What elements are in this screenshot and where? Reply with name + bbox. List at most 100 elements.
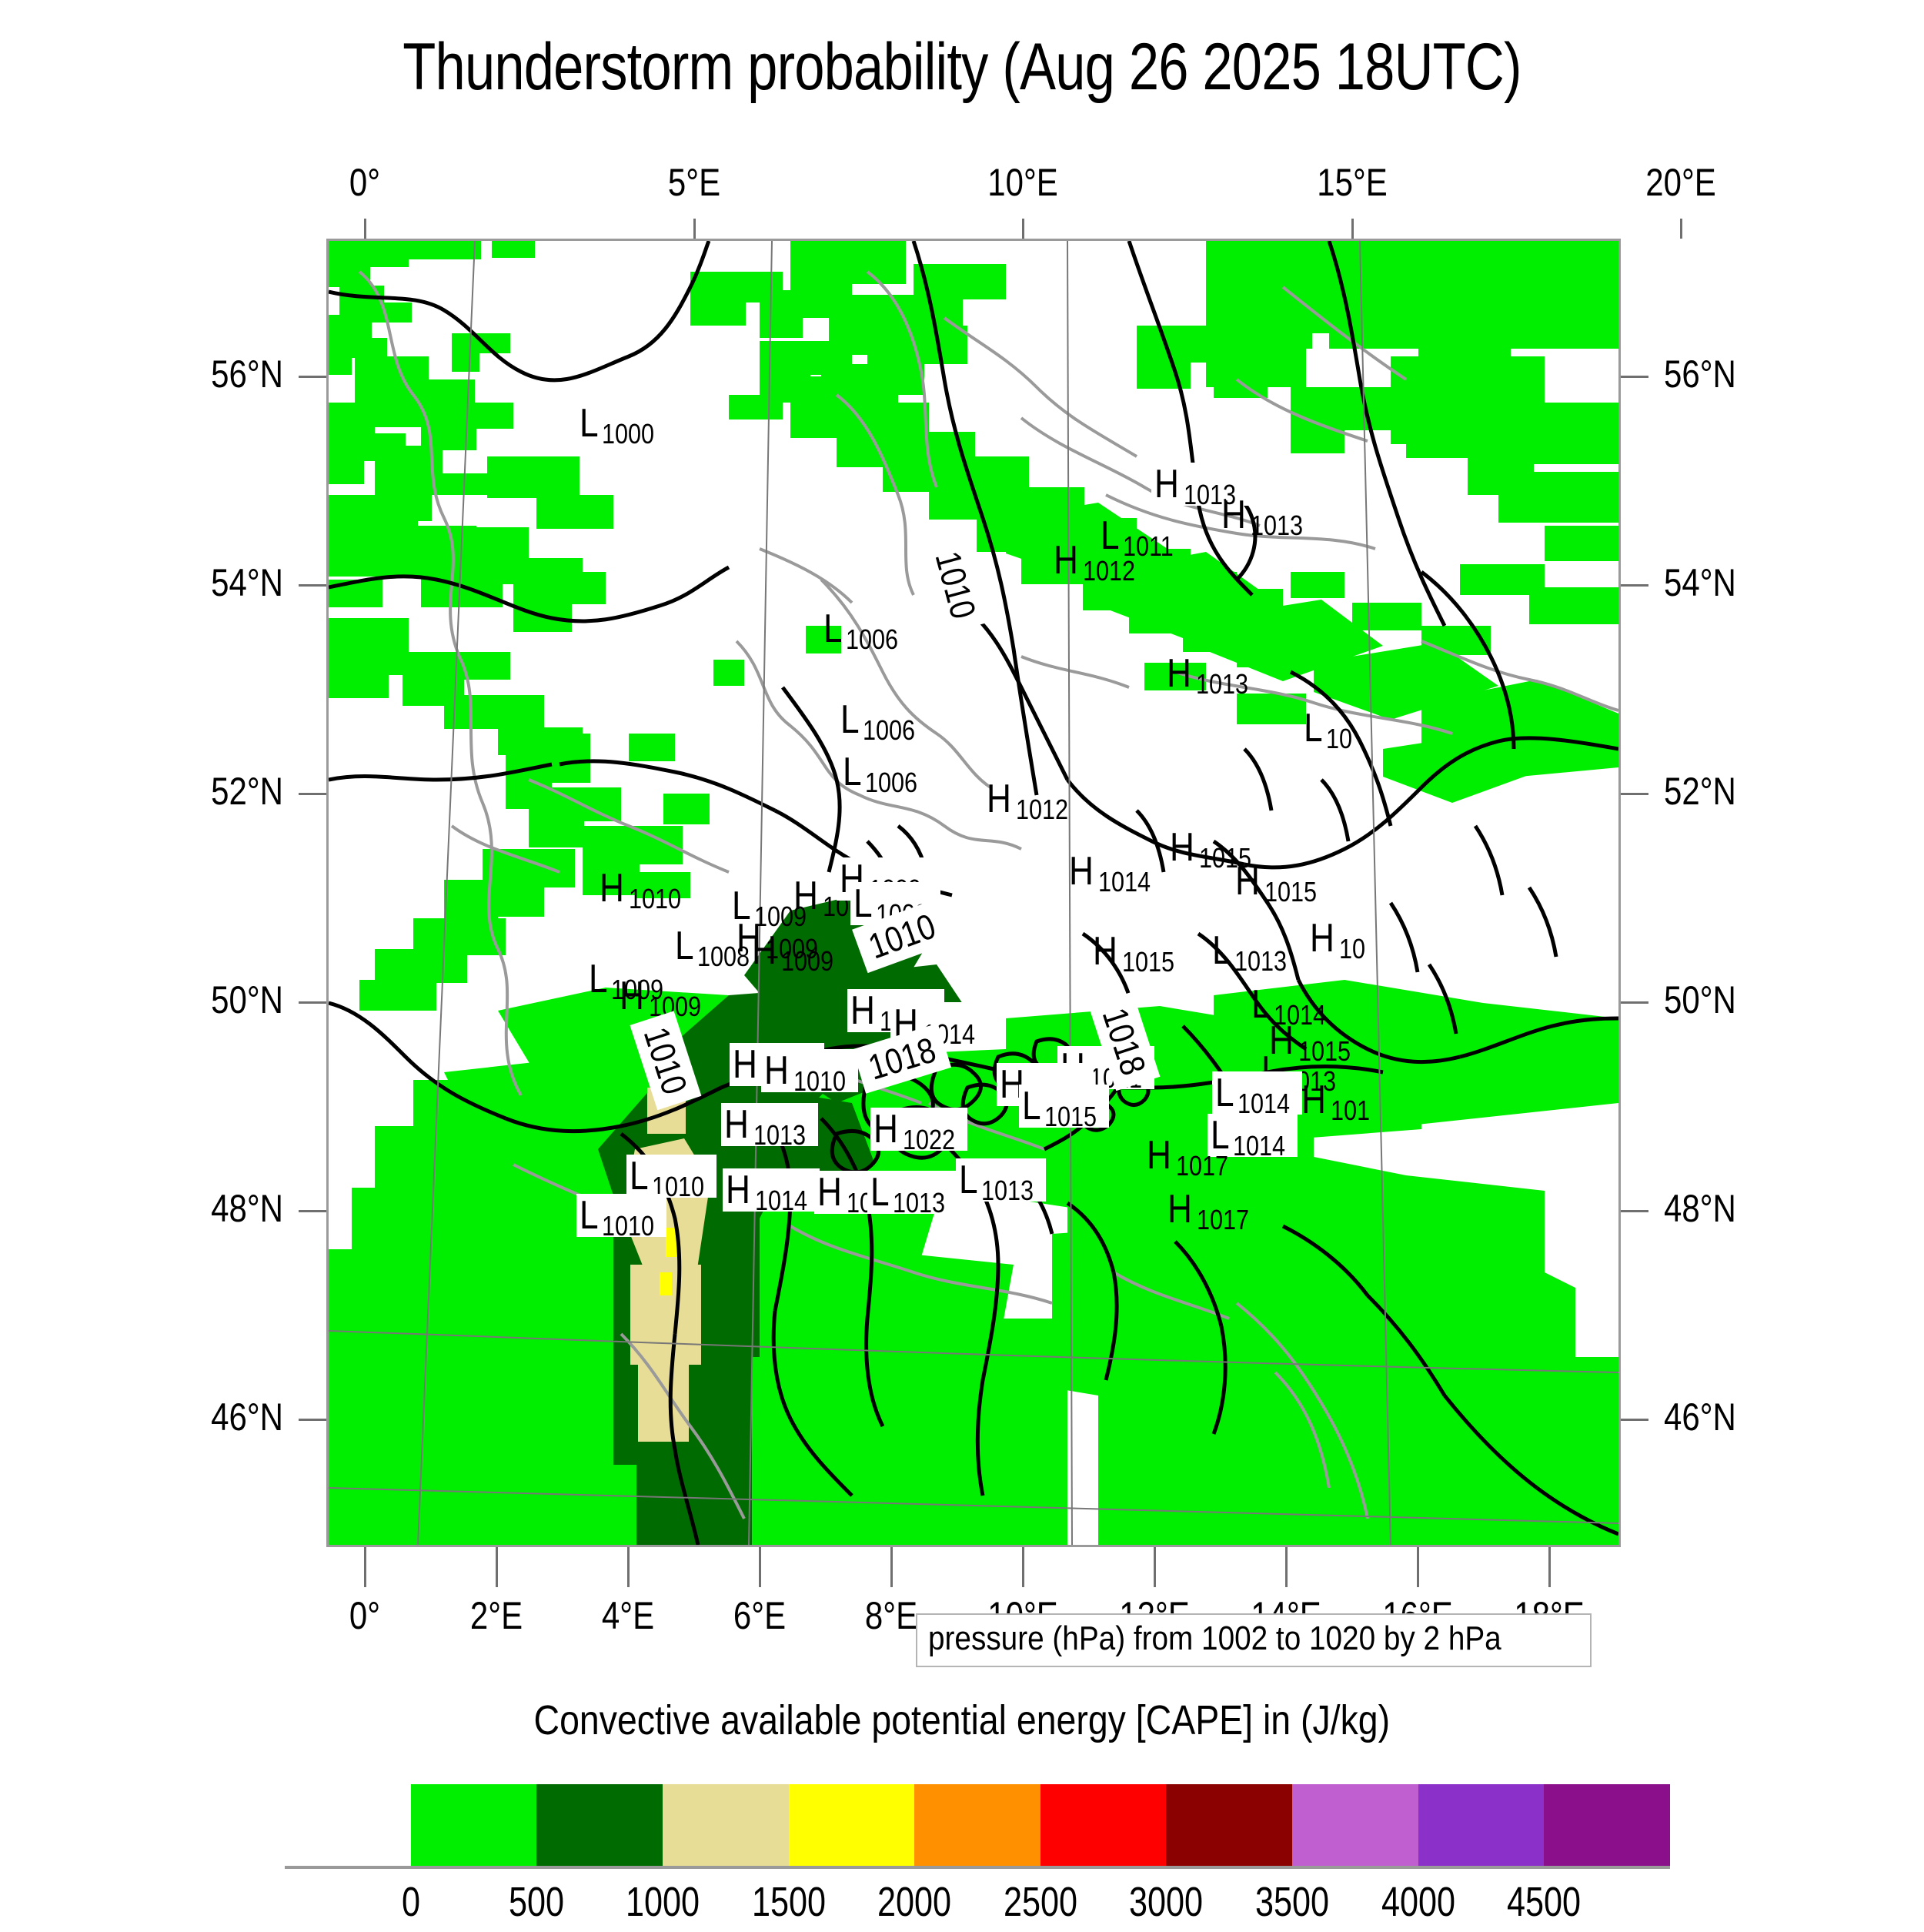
high-pressure-marker: H 1017 bbox=[1167, 1189, 1258, 1234]
axis-tick-right bbox=[1621, 1001, 1648, 1004]
axis-tick-left bbox=[299, 1419, 326, 1422]
low-pressure-marker: L 1014 bbox=[1251, 984, 1335, 1029]
pressure-marker-value: 10 bbox=[1338, 933, 1365, 964]
pressure-marker-type: H bbox=[1147, 1133, 1171, 1178]
pressure-marker-type: L bbox=[1022, 1084, 1041, 1128]
pressure-marker-value: 1010 bbox=[601, 1210, 655, 1242]
pressure-marker-type: L bbox=[959, 1158, 978, 1202]
high-pressure-marker: H 1015 bbox=[1093, 931, 1184, 976]
low-pressure-marker: L 1006 bbox=[843, 752, 927, 797]
axis-tick-right bbox=[1621, 584, 1648, 587]
pressure-marker-type: H bbox=[1269, 1018, 1294, 1063]
axis-tick-top bbox=[1680, 219, 1683, 239]
pressure-interval-text: pressure (hPa) from 1002 to 1020 by 2 hP… bbox=[928, 1619, 1501, 1657]
low-pressure-marker: L 1014 bbox=[1212, 1071, 1303, 1118]
colorbar-segment-10 bbox=[1544, 1784, 1671, 1866]
colorbar-title: Convective available potential energy [C… bbox=[0, 1696, 1924, 1744]
pressure-marker-type: L bbox=[870, 1170, 890, 1215]
pressure-marker-type: L bbox=[589, 957, 608, 1001]
axis-label-top-0: 0° bbox=[349, 161, 381, 204]
high-pressure-marker: H 1015 bbox=[1235, 859, 1326, 906]
axis-label-right-1: 54°N bbox=[1664, 561, 1736, 605]
colorbar-segment-9 bbox=[1418, 1784, 1545, 1866]
colorbar bbox=[285, 1784, 1671, 1866]
axis-tick-left bbox=[299, 793, 326, 796]
colorbar-tick-2: 1000 bbox=[625, 1879, 700, 1925]
colorbar-tick-1: 500 bbox=[509, 1879, 565, 1925]
low-pressure-marker: L 1015 bbox=[1019, 1084, 1110, 1132]
pressure-marker-type: L bbox=[1304, 706, 1323, 750]
pressure-marker-value: 1014 bbox=[1273, 999, 1327, 1031]
pressure-marker-value: 1015 bbox=[1298, 1035, 1351, 1067]
high-pressure-marker: H 1010 bbox=[761, 1049, 858, 1095]
colorbar-tick-3: 1500 bbox=[751, 1879, 826, 1925]
pressure-marker-type: H bbox=[620, 974, 644, 1018]
low-pressure-marker: L 1013 bbox=[956, 1158, 1047, 1206]
axis-tick-right bbox=[1621, 793, 1648, 796]
pressure-marker-type: H bbox=[1170, 825, 1194, 870]
pressure-marker-value: 1009 bbox=[765, 933, 818, 964]
pressure-marker-type: H bbox=[817, 1170, 842, 1215]
low-pressure-marker: L 1000 bbox=[580, 401, 663, 448]
pressure-marker-type: H bbox=[1221, 493, 1246, 537]
colorbar-tick-9: 4500 bbox=[1507, 1879, 1582, 1925]
pressure-marker-type: H bbox=[1167, 651, 1191, 696]
pressure-marker-value: 1013 bbox=[1195, 668, 1248, 700]
axis-tick-bottom bbox=[1285, 1547, 1288, 1587]
axis-label-bottom-1: 2°E bbox=[469, 1594, 523, 1637]
axis-label-left-1: 54°N bbox=[211, 561, 283, 605]
pressure-marker-type: H bbox=[850, 988, 875, 1033]
low-pressure-marker: L 1010 bbox=[576, 1194, 667, 1242]
axis-tick-bottom bbox=[364, 1547, 367, 1587]
pressure-marker-value: 1013 bbox=[980, 1175, 1034, 1206]
low-pressure-marker: L 1006 bbox=[823, 607, 907, 653]
pressure-marker-value: 1015 bbox=[1121, 946, 1174, 978]
axis-tick-right bbox=[1621, 1419, 1648, 1422]
colorbar-segment-7 bbox=[1166, 1784, 1293, 1866]
low-pressure-marker: L 1009 bbox=[732, 886, 816, 931]
colorbar-segment-3 bbox=[662, 1784, 789, 1866]
pressure-marker-type: L bbox=[580, 401, 599, 446]
axis-tick-bottom bbox=[496, 1547, 499, 1587]
pressure-marker-type: H bbox=[793, 874, 818, 918]
axis-label-bottom-0: 0° bbox=[349, 1594, 381, 1637]
pressure-marker-value: 1014 bbox=[1232, 1130, 1286, 1162]
axis-label-top-3: 15°E bbox=[1316, 161, 1388, 204]
axis-tick-right bbox=[1621, 376, 1648, 379]
pressure-marker-type: H bbox=[1301, 1078, 1326, 1122]
pressure-marker-type: H bbox=[1235, 859, 1260, 904]
axis-tick-top bbox=[1022, 219, 1025, 239]
pressure-marker-value: 1015 bbox=[1044, 1101, 1097, 1132]
axis-tick-left bbox=[299, 1001, 326, 1004]
page-title: Thunderstorm probability (Aug 26 2025 18… bbox=[403, 30, 1521, 104]
colorbar-tick-4: 2000 bbox=[877, 1879, 952, 1925]
colorbar-segment-1 bbox=[410, 1784, 537, 1866]
pressure-marker-value: 1022 bbox=[902, 1124, 955, 1155]
pressure-marker-value: 1013 bbox=[1183, 479, 1236, 510]
axis-label-right-2: 52°N bbox=[1664, 770, 1736, 814]
pressure-marker-type: H bbox=[752, 928, 777, 973]
cape-green-field bbox=[329, 241, 1618, 1545]
pressure-marker-value: 1017 bbox=[1196, 1204, 1249, 1235]
pressure-marker-value: 1014 bbox=[754, 1185, 807, 1216]
high-pressure-marker: H 1017 bbox=[1147, 1133, 1238, 1180]
pressure-marker-type: H bbox=[733, 1042, 757, 1087]
pressure-marker-value: 1013 bbox=[1250, 510, 1303, 541]
pressure-marker-type: L bbox=[1212, 928, 1231, 973]
axis-tick-bottom bbox=[1417, 1547, 1420, 1587]
pressure-marker-type: L bbox=[853, 881, 873, 926]
pressure-marker-type: H bbox=[987, 777, 1011, 821]
cape-yellow-field bbox=[660, 1228, 676, 1295]
colorbar-segment-6 bbox=[1040, 1784, 1167, 1866]
high-pressure-marker: H 1015 bbox=[1269, 1018, 1360, 1065]
axis-label-top-2: 10°E bbox=[987, 161, 1058, 204]
pressure-marker-value: 1006 bbox=[845, 623, 899, 655]
pressure-marker-type: L bbox=[823, 607, 843, 651]
colorbar-baseline bbox=[285, 1866, 1670, 1869]
coastline-layer bbox=[358, 270, 1618, 1519]
high-pressure-marker: H 1014 bbox=[1069, 851, 1160, 896]
axis-tick-left bbox=[299, 1210, 326, 1213]
axis-tick-top bbox=[364, 219, 367, 239]
